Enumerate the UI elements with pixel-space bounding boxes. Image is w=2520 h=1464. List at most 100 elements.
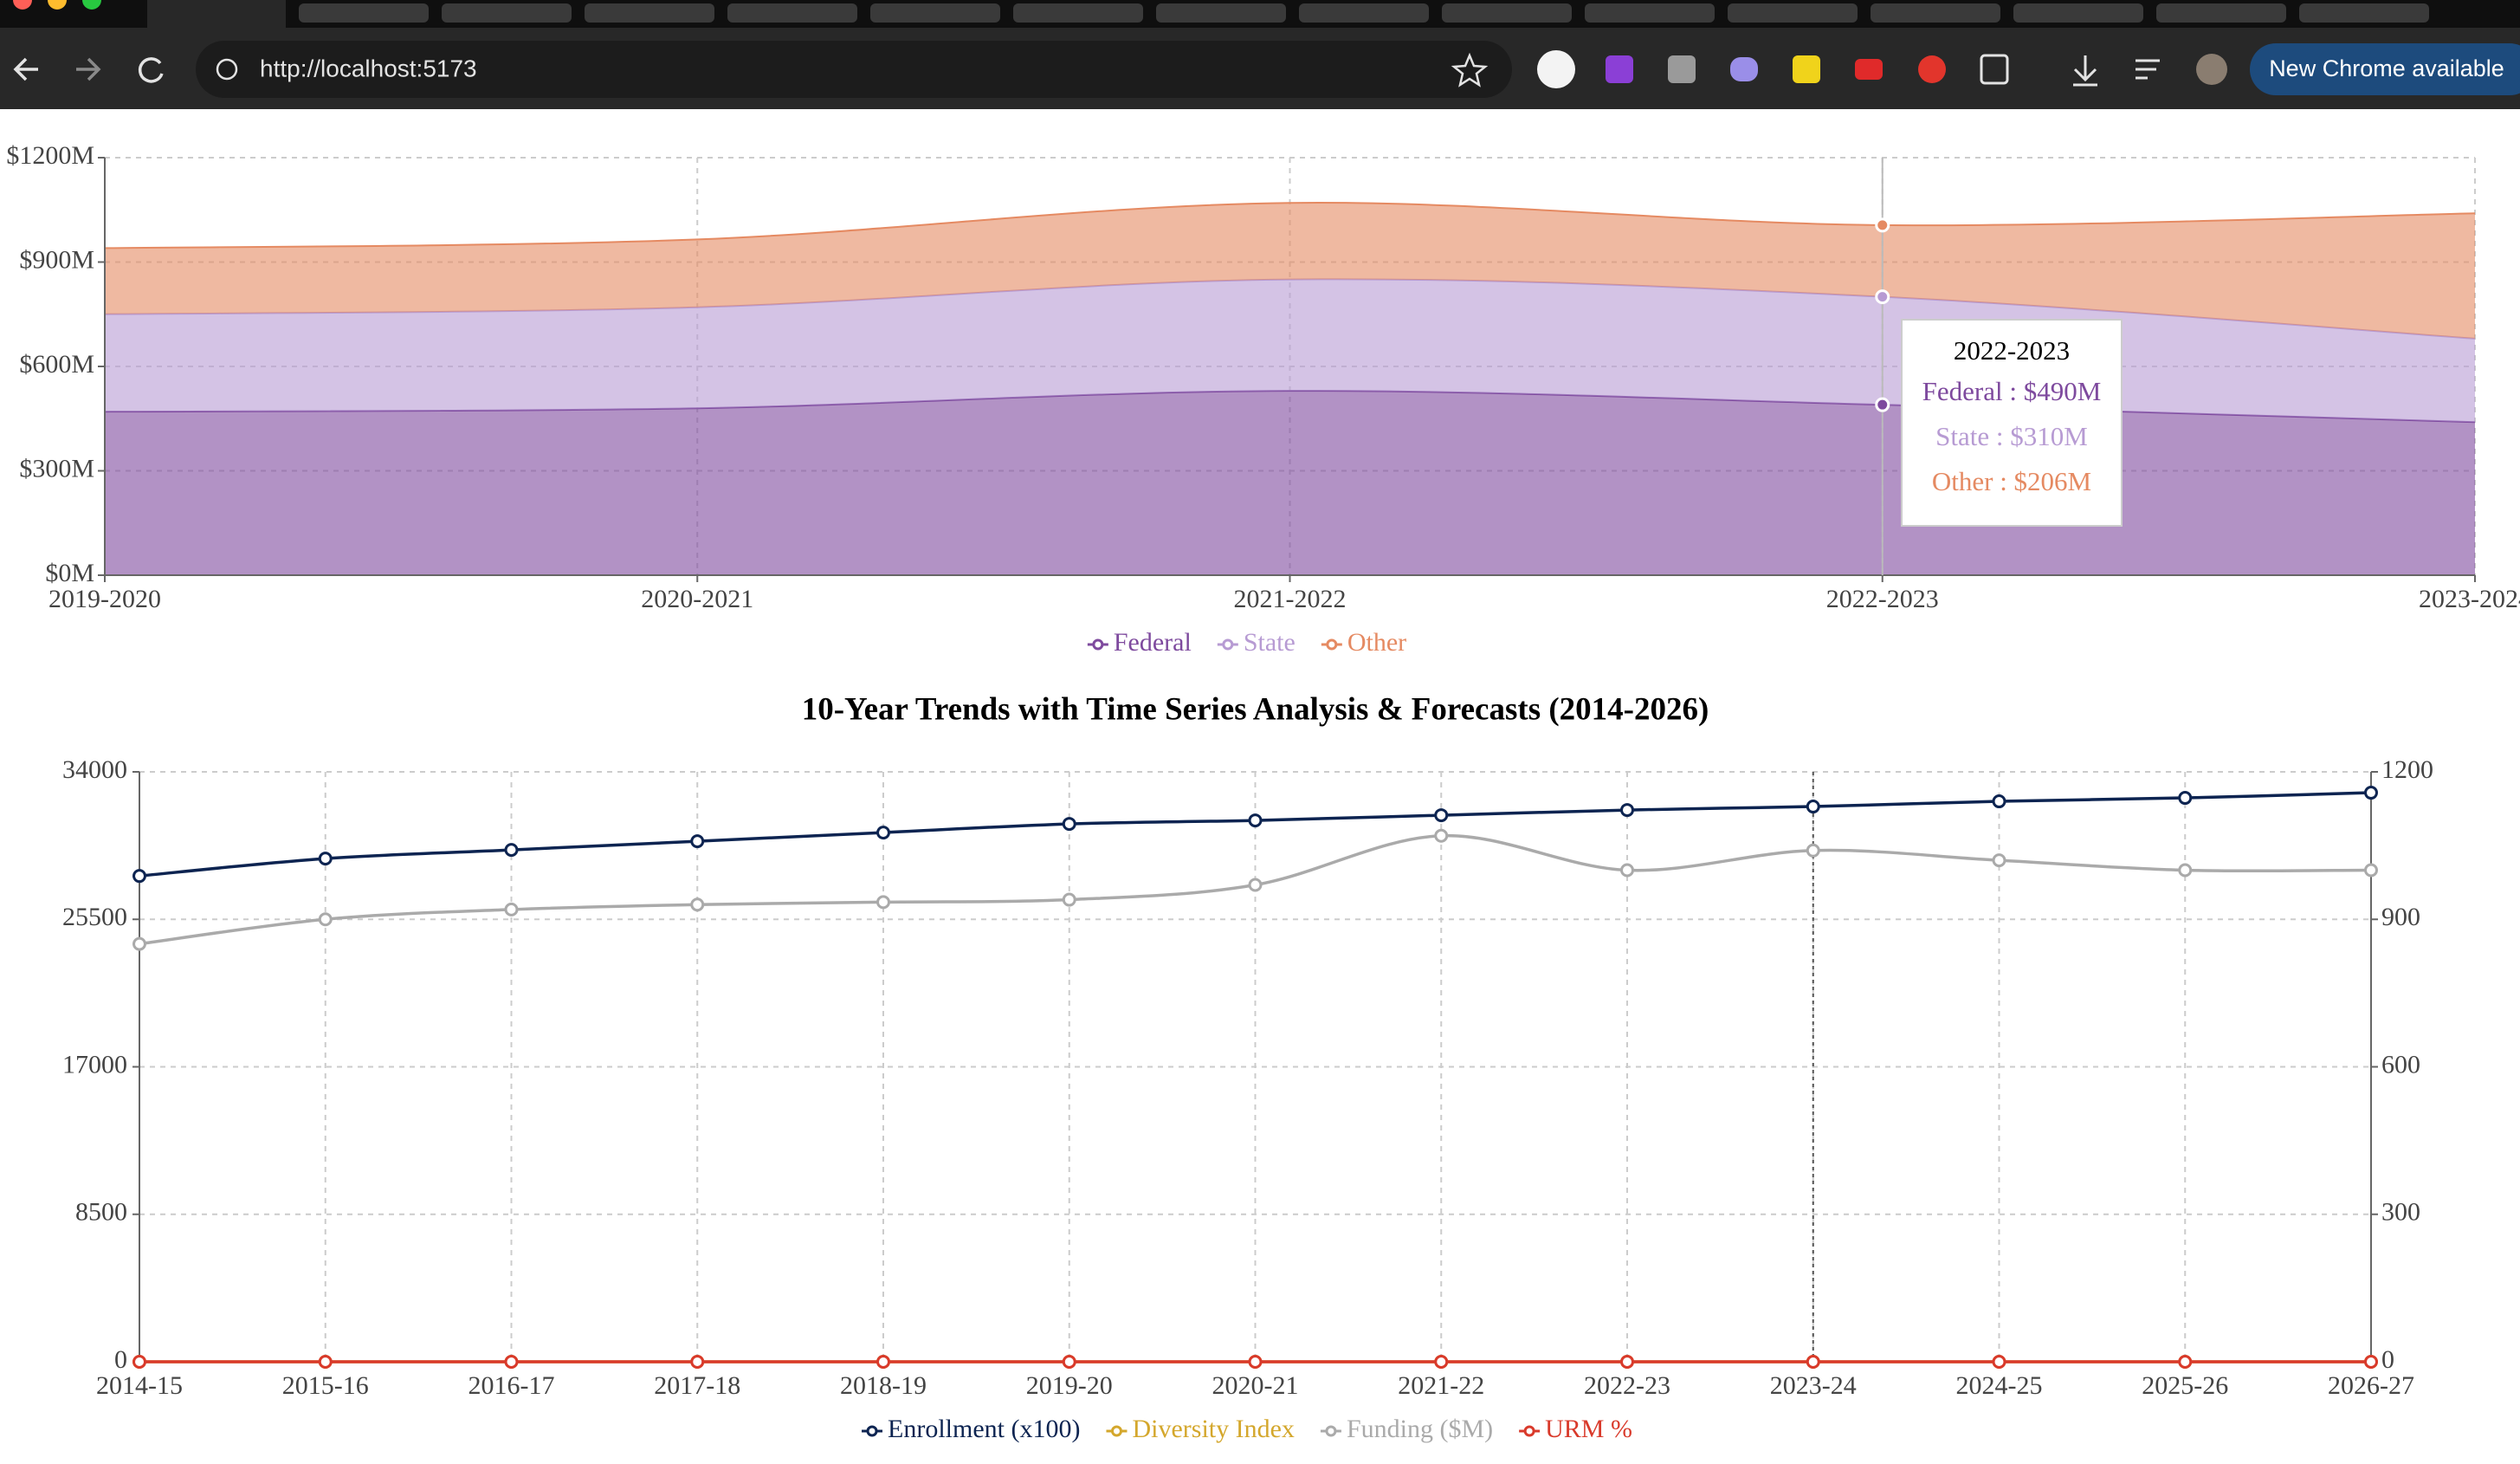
point <box>1620 863 1634 878</box>
point <box>1434 828 1449 843</box>
extension-icon[interactable] <box>1537 50 1575 88</box>
x-tick-label: 2022-23 <box>1584 1371 1670 1400</box>
legend-dot <box>1326 638 1338 651</box>
y-tick-label: $600M <box>19 350 94 379</box>
x-tick-label: 2020-2021 <box>641 585 753 613</box>
legend-label: Diversity Index <box>1132 1415 1294 1443</box>
x-tick-label: 2023-24 <box>1770 1371 1857 1400</box>
tab[interactable] <box>2156 3 2286 23</box>
x-tick-label: 2017-18 <box>654 1371 740 1400</box>
extension-icon[interactable] <box>1855 59 1883 80</box>
tab[interactable] <box>2013 3 2143 23</box>
window-minimize[interactable] <box>48 0 67 10</box>
downloads-button[interactable] <box>2073 55 2097 87</box>
tab[interactable] <box>727 3 857 23</box>
extension-icon[interactable] <box>1668 55 1696 83</box>
legend-icon <box>1106 1425 1128 1437</box>
point <box>1620 1355 1634 1369</box>
browser-chrome: http://localhost:5173 New Chrome availab… <box>0 0 2520 109</box>
update-button[interactable] <box>2250 43 2520 95</box>
extension-icon[interactable] <box>1730 57 1758 81</box>
x-tick-label: 2020-21 <box>1212 1371 1299 1400</box>
tab[interactable] <box>1156 3 1286 23</box>
tooltip-item: Federal : $490M <box>1922 376 2102 406</box>
legend-dot <box>1092 638 1104 651</box>
y2-tick-label: 1200 <box>2381 755 2433 784</box>
y-tick-label: 25500 <box>62 903 127 931</box>
point <box>504 843 519 858</box>
tab[interactable] <box>1442 3 1572 23</box>
reading-list-button[interactable] <box>2136 59 2160 80</box>
funding-area-chart: $0M $300M $600M $900M $1200M 2019-2020 2020-20… <box>6 141 2520 657</box>
point <box>1062 817 1076 832</box>
point <box>876 895 890 910</box>
point <box>132 869 146 884</box>
legend-label: State <box>1244 628 1296 657</box>
legend-dot <box>1325 1425 1337 1437</box>
tab[interactable] <box>1013 3 1143 23</box>
point <box>1992 1355 2006 1369</box>
extension-icon[interactable] <box>1918 55 1946 83</box>
window-close[interactable] <box>13 0 32 10</box>
point <box>1806 1355 1820 1369</box>
tab[interactable] <box>1299 3 1429 23</box>
hover-dot <box>1875 397 1890 412</box>
address-bar[interactable] <box>196 41 1512 98</box>
y-tick-label: 34000 <box>62 755 127 784</box>
y-tick-label: $900M <box>19 245 94 274</box>
profile-avatar[interactable] <box>2196 54 2227 85</box>
extension-icon[interactable] <box>1793 55 1820 83</box>
tab[interactable] <box>1728 3 1858 23</box>
hover-dot <box>1875 217 1890 233</box>
trends-line-chart: 10-Year Trends with Time Series Analysis… <box>62 691 2433 1442</box>
point <box>1806 843 1820 858</box>
x-tick-label: 2022-2023 <box>1826 585 1939 613</box>
point <box>1248 1355 1263 1369</box>
y-tick-label: $1200M <box>6 141 94 170</box>
point <box>318 852 333 866</box>
tooltip-title: 2022-2023 <box>1954 335 2070 366</box>
point <box>1434 808 1449 823</box>
point <box>132 1355 146 1369</box>
reload-button[interactable] <box>138 57 164 83</box>
y-tick-label: $0M <box>45 559 94 587</box>
tabs <box>299 3 2429 23</box>
forward-button[interactable] <box>76 57 101 81</box>
hover-dot <box>1875 289 1890 305</box>
y2-tick-label: 0 <box>2381 1345 2394 1374</box>
y-tick-label: $300M <box>19 454 94 483</box>
tab[interactable] <box>442 3 572 23</box>
x-tick-label: 2019-20 <box>1026 1371 1113 1400</box>
point <box>2178 791 2193 806</box>
window-zoom[interactable] <box>82 0 101 10</box>
update-button-label: New Chrome available <box>2269 55 2504 81</box>
tooltip-item: Other : $206M <box>1932 466 2091 496</box>
x-tick-label: 2019-2020 <box>48 585 161 613</box>
back-button[interactable] <box>13 57 38 81</box>
point <box>876 1355 890 1369</box>
site-info-icon[interactable] <box>216 58 238 81</box>
active-tab[interactable] <box>147 0 286 28</box>
tab[interactable] <box>1585 3 1715 23</box>
legend-icon <box>1519 1425 1541 1437</box>
point <box>1062 1355 1076 1369</box>
legend-dot <box>866 1425 878 1437</box>
point <box>2364 1355 2378 1369</box>
tab[interactable] <box>2299 3 2429 23</box>
legend-icon <box>1321 638 1342 651</box>
tab[interactable] <box>585 3 714 23</box>
extension-icon[interactable] <box>1606 55 1633 83</box>
point <box>504 1355 519 1369</box>
tab[interactable] <box>299 3 429 23</box>
tab[interactable] <box>870 3 1000 23</box>
extensions-menu[interactable] <box>1980 54 2009 85</box>
legend-dot <box>1110 1425 1122 1437</box>
x-tick-label: 2018-19 <box>840 1371 927 1400</box>
legend-label: Federal <box>1114 628 1192 657</box>
point <box>876 826 890 840</box>
bookmark-star[interactable] <box>1451 52 1489 87</box>
tab[interactable] <box>1871 3 2000 23</box>
legend-label: Enrollment (x100) <box>888 1415 1080 1443</box>
point <box>2364 786 2378 800</box>
